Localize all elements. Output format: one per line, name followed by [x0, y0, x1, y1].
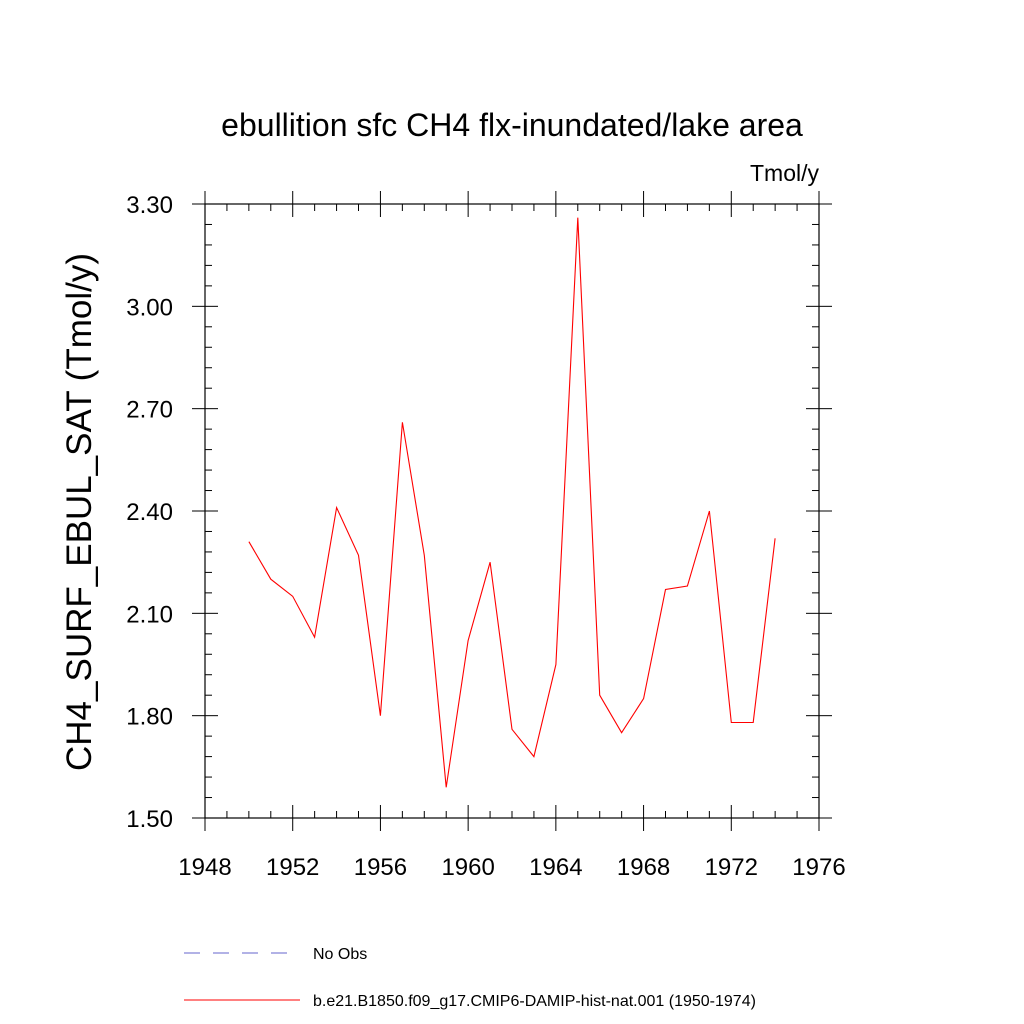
y-tick-label: 3.00	[126, 294, 173, 321]
series-layer	[248, 217, 776, 788]
x-tick-label: 1952	[266, 854, 319, 881]
y-tick-label: 1.80	[126, 704, 173, 731]
x-tick-label: 1960	[441, 854, 494, 881]
x-tick-label: 1956	[354, 854, 407, 881]
legend: No Obs b.e21.B1850.f09_g17.CMIP6-DAMIP-hi…	[184, 946, 756, 1010]
y-axis-label: CH4_SURF_EBUL_SAT (Tmol/y)	[60, 253, 99, 771]
y-tick-label: 3.30	[126, 192, 173, 219]
chart-title: ebullition sfc CH4 flx-inundated/lake ar…	[221, 107, 803, 143]
y-tick-label: 2.70	[126, 397, 173, 424]
legend-label: b.e21.B1850.f09_g17.CMIP6-DAMIP-hist-nat…	[313, 993, 756, 1010]
x-tick-label: 1964	[529, 854, 582, 881]
y-tick-label: 2.40	[126, 499, 173, 526]
legend-label: No Obs	[313, 946, 367, 963]
axis-ticks: 1948 1952 1956 1960 1964 1968 1972 1976 1.50 1.80…	[126, 191, 846, 881]
x-tick-label: 1976	[792, 854, 845, 881]
x-tick-label: 1968	[617, 854, 670, 881]
y-tick-label: 2.10	[126, 601, 173, 628]
y-tick-label: 1.50	[126, 806, 173, 833]
x-tick-label: 1948	[178, 854, 231, 881]
x-tick-label: 1972	[705, 854, 758, 881]
series-line	[248, 217, 776, 788]
units-label: Tmol/y	[750, 160, 820, 186]
